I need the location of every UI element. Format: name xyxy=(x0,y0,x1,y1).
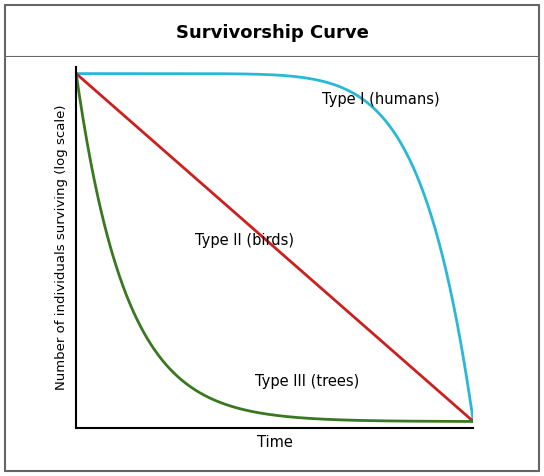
Text: Type I (humans): Type I (humans) xyxy=(323,92,440,107)
X-axis label: Time: Time xyxy=(257,436,293,450)
Text: Type III (trees): Type III (trees) xyxy=(255,374,359,389)
Text: Type II (birds): Type II (birds) xyxy=(195,233,294,248)
Y-axis label: Number of individuals surviving (log scale): Number of individuals surviving (log sca… xyxy=(55,105,68,390)
Text: Survivorship Curve: Survivorship Curve xyxy=(176,24,368,42)
